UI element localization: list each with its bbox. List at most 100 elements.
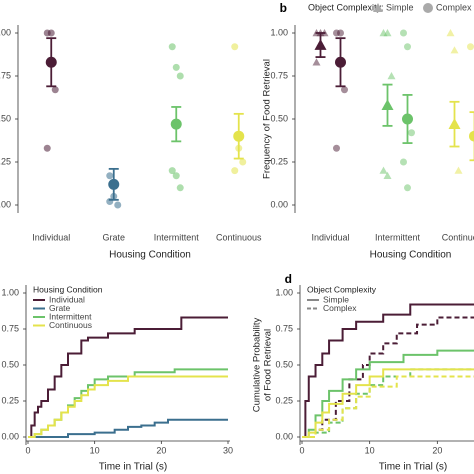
data-point <box>176 184 184 192</box>
y-axis-title: Frequency of Food Retrieval <box>262 59 273 179</box>
mean-point <box>402 113 413 125</box>
data-point <box>450 46 459 54</box>
legend-label: Continuous <box>49 320 92 330</box>
step-line <box>302 303 474 438</box>
y-tick-label: 0.25 <box>1 395 19 405</box>
data-point <box>51 86 59 94</box>
data-point <box>400 158 407 166</box>
legend-symbol <box>423 3 433 13</box>
mean-point <box>469 130 474 142</box>
y-tick-label: 0.25 <box>270 156 288 166</box>
mean-point <box>314 39 327 50</box>
data-point <box>387 72 396 80</box>
step-line <box>28 418 228 438</box>
x-tick-label: 0 <box>299 445 304 455</box>
data-point <box>383 171 392 179</box>
data-point <box>312 58 321 66</box>
data-point <box>404 43 411 51</box>
step-line <box>302 375 474 438</box>
data-point <box>408 129 415 137</box>
x-tick-label: Intermittent <box>154 232 200 242</box>
y-tick-label: 0.50 <box>270 113 288 123</box>
step-line <box>302 349 474 438</box>
x-axis-title: Time in Trial (s) <box>99 462 168 473</box>
panel-label: b <box>280 1 287 15</box>
y-tick-label: 0.25 <box>0 156 11 166</box>
step-line <box>302 368 474 438</box>
y-tick-label: 0.75 <box>1 323 19 333</box>
data-point <box>239 158 247 166</box>
y-tick-label: 0.75 <box>275 323 293 333</box>
panel-label: d <box>285 272 292 286</box>
y-tick-label: 0.25 <box>275 395 293 405</box>
y-tick-label: 0.75 <box>270 70 288 80</box>
x-tick-label: 20 <box>432 445 442 455</box>
x-tick-label: Individual <box>32 232 70 242</box>
x-axis-title: Housing Condition <box>370 250 452 261</box>
y-tick-label: 0.00 <box>0 199 11 209</box>
legend-title: Housing Condition <box>33 284 103 294</box>
legend-symbol <box>373 3 383 12</box>
data-point <box>404 184 411 192</box>
legend-title: Object Complexity: <box>308 2 384 12</box>
x-tick-label: Individual <box>311 232 349 242</box>
y-tick-label: 0.75 <box>0 70 11 80</box>
mean-point <box>45 56 57 68</box>
x-tick-label: Continuous <box>442 232 474 242</box>
legend-label: Individual <box>49 294 85 304</box>
legend-label: Complex <box>323 303 357 313</box>
step-line <box>302 316 474 438</box>
legend-label: Simple <box>386 2 414 12</box>
x-tick-label: Intermittent <box>375 232 421 242</box>
mean-point <box>233 130 245 142</box>
data-point <box>467 43 474 51</box>
x-tick-label: 10 <box>90 445 100 455</box>
data-point <box>231 167 239 175</box>
data-point <box>383 29 392 37</box>
y-axis-title: of Food Retrieval <box>263 329 274 401</box>
step-line <box>28 375 228 438</box>
data-point <box>106 172 114 180</box>
y-tick-label: 1.00 <box>270 27 288 37</box>
x-axis-title: Housing Condition <box>109 250 191 261</box>
x-tick-label: 30 <box>223 445 233 455</box>
x-tick-label: 20 <box>156 445 166 455</box>
y-tick-label: 0.00 <box>1 431 19 441</box>
y-tick-label: 1.00 <box>1 287 19 297</box>
mean-point <box>448 118 461 129</box>
data-point <box>231 43 239 51</box>
x-tick-label: 10 <box>365 445 375 455</box>
data-point <box>341 86 348 94</box>
data-point <box>333 144 340 152</box>
mean-point <box>335 56 346 68</box>
step-line <box>302 368 474 438</box>
x-axis-title: Time in Trial (s) <box>379 462 448 473</box>
data-point <box>454 166 463 174</box>
data-point <box>379 166 388 174</box>
mean-point <box>108 178 120 190</box>
data-point <box>176 72 184 80</box>
data-point <box>400 29 407 37</box>
data-point <box>168 43 176 51</box>
y-tick-label: 0.00 <box>275 431 293 441</box>
data-point <box>172 63 180 71</box>
data-point <box>337 29 344 37</box>
y-tick-label: 1.00 <box>275 287 293 297</box>
y-tick-label: 0.50 <box>275 359 293 369</box>
legend-label: Grate <box>49 303 71 313</box>
data-point <box>114 201 122 209</box>
y-axis-title: Cumulative Probability <box>252 317 263 412</box>
y-tick-label: 0.00 <box>270 199 288 209</box>
data-point <box>43 144 51 152</box>
y-tick-label: 0.50 <box>0 113 11 123</box>
data-point <box>47 29 55 37</box>
legend-label: Simple <box>323 294 349 304</box>
data-point <box>168 167 176 175</box>
data-point <box>446 29 455 37</box>
x-tick-label: 0 <box>25 445 30 455</box>
mean-point <box>381 99 394 111</box>
legend-label: Intermittent <box>49 311 92 321</box>
y-tick-label: 1.00 <box>0 27 11 37</box>
